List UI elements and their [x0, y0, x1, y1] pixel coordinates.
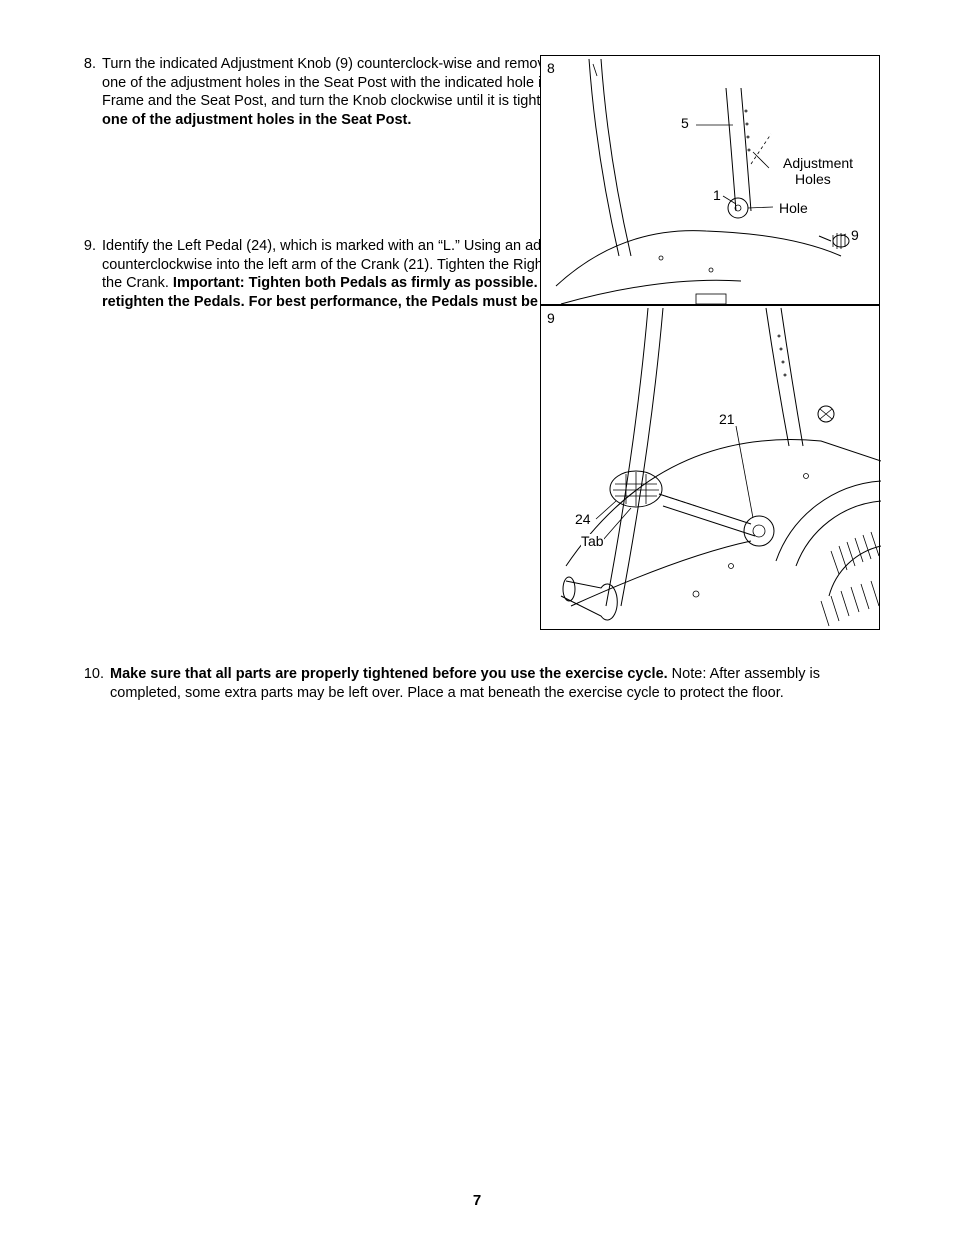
- figure-8-label-5: 5: [681, 116, 689, 130]
- figure-8-box: 8: [540, 55, 880, 305]
- figure-9-label-24: 24: [575, 512, 591, 526]
- figure-9-label-tab: Tab: [581, 534, 604, 548]
- figure-8-label-holes: Holes: [795, 172, 831, 186]
- step-9-number: 9.: [72, 237, 102, 311]
- figure-8-label-1: 1: [713, 188, 721, 202]
- figure-8-label-9: 9: [851, 228, 859, 242]
- step-8-number: 8.: [72, 55, 102, 129]
- page: 8. Turn the indicated Adjustment Knob (9…: [0, 0, 954, 1235]
- step-10: 10. Make sure that all parts are properl…: [72, 665, 882, 702]
- figure-8-label-hole: Hole: [779, 201, 808, 215]
- figure-9-diagram: [541, 306, 881, 631]
- step-10-number: 10.: [72, 665, 110, 702]
- figure-8-label-adjustment: Adjustment: [783, 156, 853, 170]
- step-10-bold: Make sure that all parts are properly ti…: [110, 666, 668, 682]
- figure-9-label-21: 21: [719, 412, 735, 426]
- figure-9-box: 9: [540, 305, 880, 630]
- page-number: 7: [0, 1191, 954, 1210]
- step-10-body: Make sure that all parts are properly ti…: [110, 665, 882, 702]
